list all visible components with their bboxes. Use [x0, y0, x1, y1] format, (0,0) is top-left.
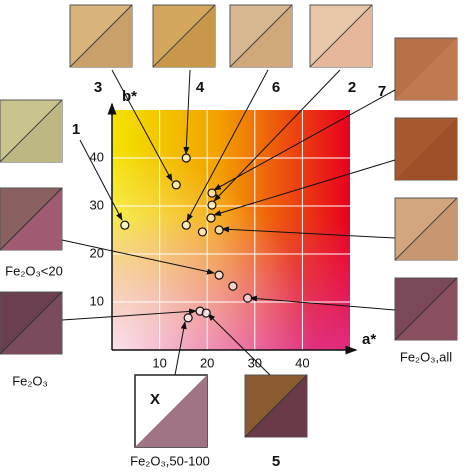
sample-label: 6	[272, 79, 280, 96]
data-point	[201, 308, 211, 318]
sample-label: 3	[94, 79, 102, 96]
plot-area	[112, 110, 350, 350]
sample-label: 1	[72, 121, 80, 138]
data-point	[181, 153, 191, 163]
x-axis-title: a*	[362, 331, 376, 348]
data-point	[214, 270, 224, 280]
sample-label: 4	[196, 79, 205, 96]
y-tick-label: 10	[90, 293, 104, 308]
sample-labels: 3 4 6 2 7 1 Fe₂O₃<20 Fe₂O₃ Fe₂O₃,all X F…	[5, 79, 452, 470]
sample-label: Fe₂O₃<20	[5, 263, 63, 278]
x-tick-label: 30	[248, 355, 262, 370]
x-tick-label: 40	[295, 355, 309, 370]
sample-label: 5	[272, 453, 280, 470]
layer: 10 20 30 40 10 20 30 40	[90, 149, 310, 370]
y-tick-label: 30	[90, 197, 104, 212]
data-point	[120, 220, 130, 230]
y-tick-label: 20	[90, 245, 104, 260]
data-point	[228, 281, 238, 291]
data-point	[243, 293, 253, 303]
arrows	[61, 69, 396, 376]
sample-label: 2	[348, 79, 356, 96]
sample-label: Fe₂O₃	[12, 373, 48, 388]
sample-label: X	[150, 391, 160, 408]
data-point	[207, 188, 217, 198]
data-point	[171, 180, 181, 190]
y-tick-label: 40	[90, 149, 104, 164]
data-point	[207, 200, 217, 210]
sample-label: Fe₂O₃,all	[400, 349, 452, 364]
data-point	[214, 225, 224, 235]
data-point	[183, 313, 193, 323]
data-point	[197, 227, 208, 237]
data-point	[181, 220, 191, 230]
y-axis-title: b*	[122, 88, 137, 105]
swatches	[0, 4, 458, 448]
sample-label: 7	[378, 83, 386, 100]
x-tick-label: 10	[152, 355, 166, 370]
x-tick-label: 20	[200, 355, 214, 370]
data-point	[206, 213, 216, 223]
sample-label: Fe₂O₃,50-100	[130, 453, 210, 468]
